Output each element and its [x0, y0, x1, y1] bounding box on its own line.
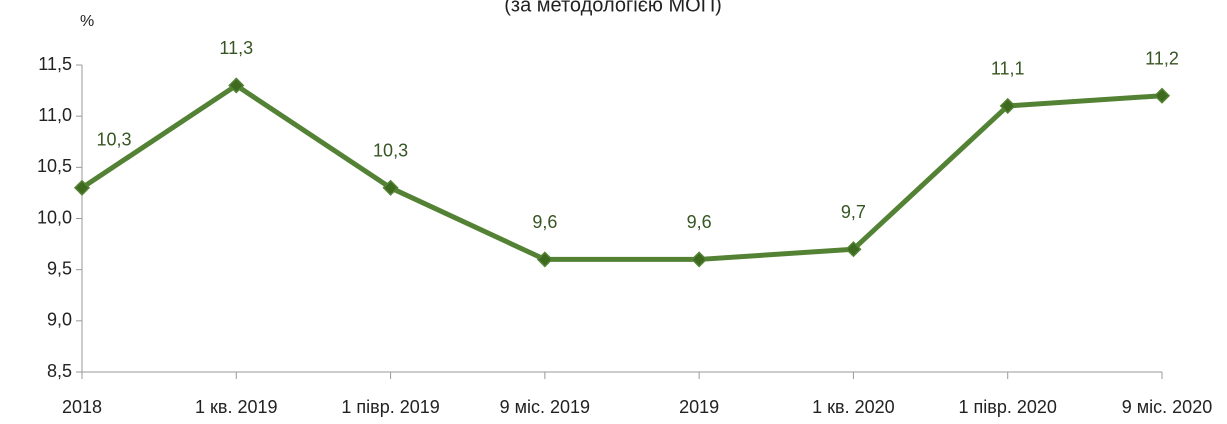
x-tick-label: 9 міс. 2019	[500, 397, 590, 417]
x-tick-label: 2019	[679, 397, 719, 417]
data-marker	[845, 241, 862, 258]
x-tick-label: 2018	[62, 397, 102, 417]
data-marker	[382, 179, 399, 196]
data-marker	[1153, 87, 1171, 104]
data-label: 11,2	[1145, 48, 1179, 68]
y-axis-label: %	[80, 13, 94, 30]
data-marker	[999, 97, 1016, 114]
x-tick-label: 1 півр. 2020	[959, 397, 1057, 417]
y-tick-label: 11,0	[38, 105, 72, 125]
x-tick-label: 1 півр. 2019	[341, 397, 439, 417]
y-tick-label: 9,0	[47, 310, 72, 330]
data-label: 10,3	[96, 130, 131, 150]
y-tick-label: 8,5	[47, 361, 72, 381]
data-marker	[73, 179, 91, 196]
data-line	[80, 82, 1163, 262]
y-tick-label: 11,5	[38, 54, 72, 74]
data-marker	[536, 251, 553, 268]
data-label: 9,6	[532, 212, 557, 232]
chart-subtitle: (за методологією МОП)	[504, 0, 721, 16]
data-label: 9,7	[841, 202, 866, 222]
y-tick-label: 10,0	[37, 207, 72, 227]
data-label: 10,3	[373, 141, 408, 161]
y-tick-label: 10,5	[37, 156, 72, 176]
data-label: 9,6	[687, 212, 712, 232]
x-tick-label: 1 кв. 2020	[812, 397, 895, 417]
data-label: 11,1	[991, 59, 1025, 79]
data-marker	[228, 77, 245, 94]
data-marker	[691, 251, 708, 268]
x-tick-label: 1 кв. 2019	[195, 397, 278, 417]
y-tick-label: 9,5	[47, 258, 72, 278]
x-tick-label: 9 міс. 2020	[1122, 397, 1212, 417]
data-label: 11,3	[219, 38, 253, 58]
